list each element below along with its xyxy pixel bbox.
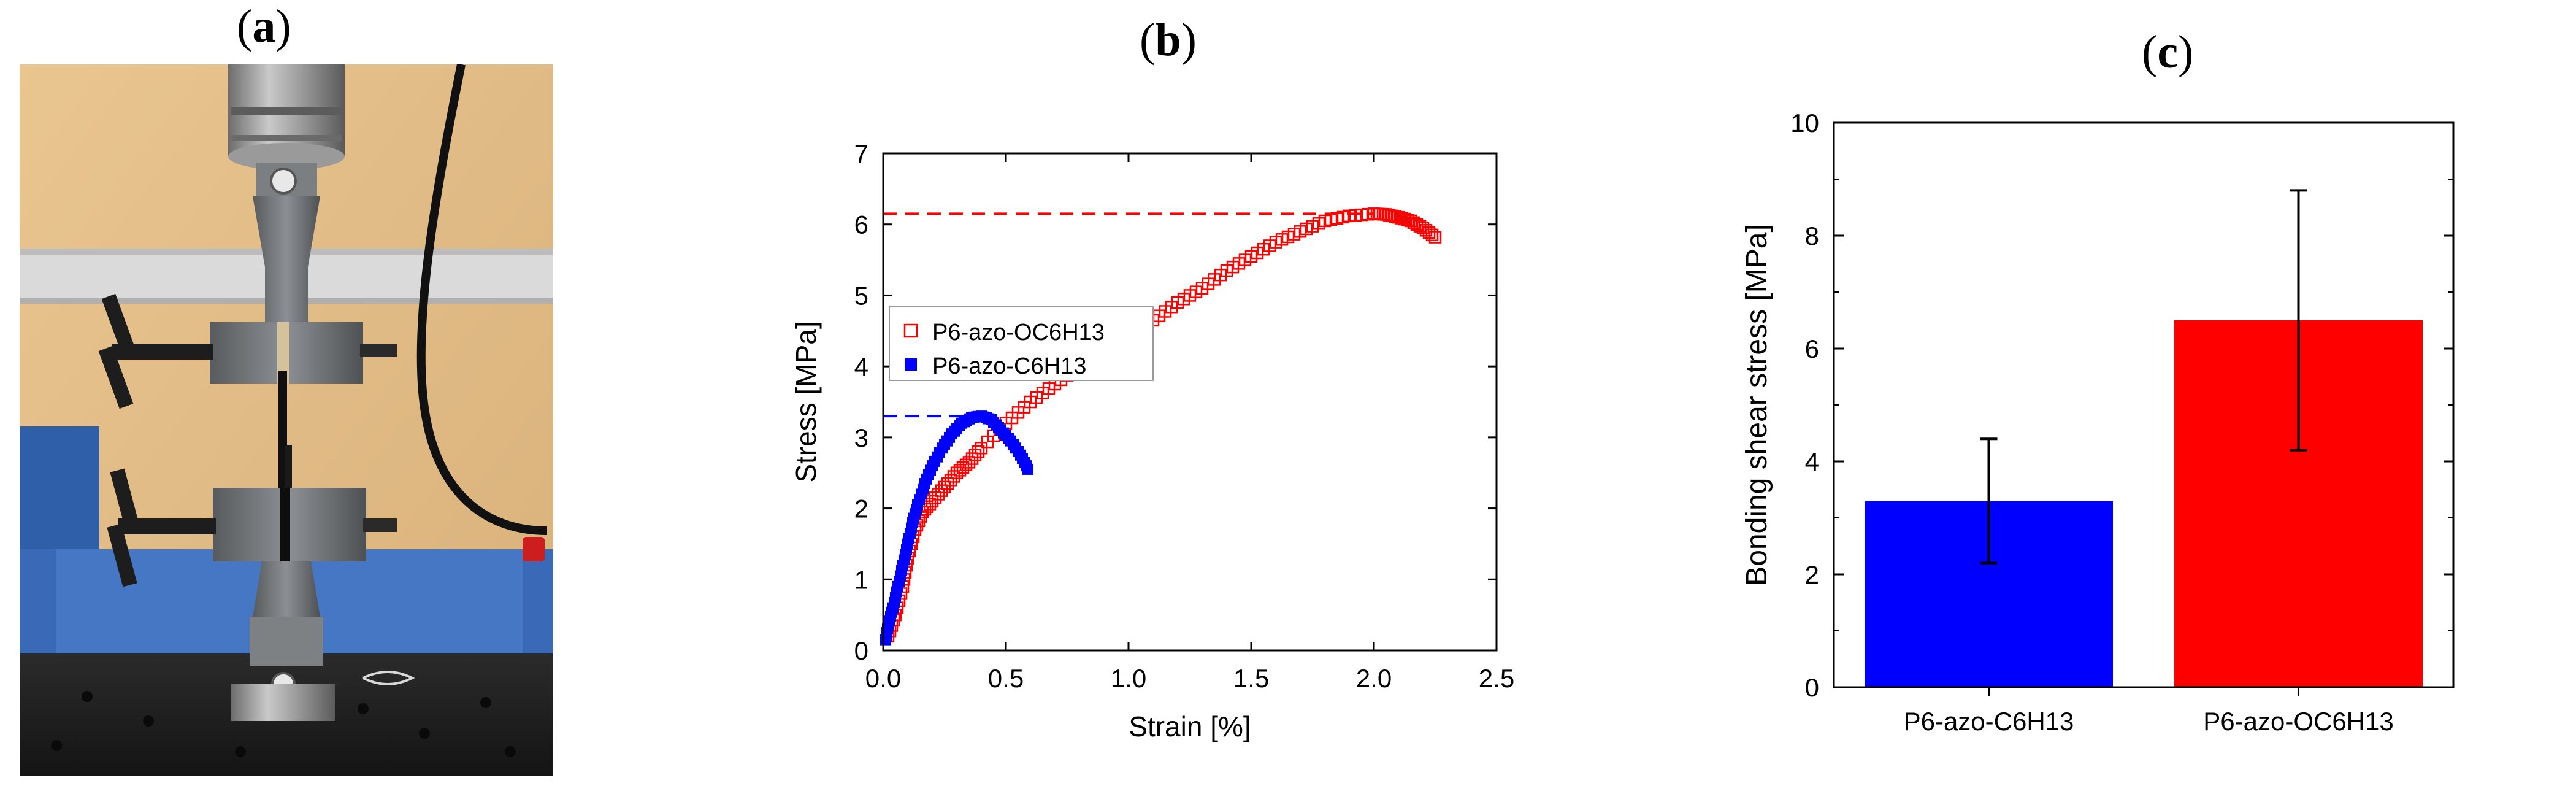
plot-frame — [882, 152, 1498, 652]
y-tick-label: 2 — [854, 495, 868, 523]
panel-label-b: (b) — [1140, 14, 1197, 66]
x-tick-label: 1.0 — [1111, 664, 1146, 693]
x-tick-label: 0.5 — [988, 664, 1024, 693]
stress-strain-chart: 0.0 0.5 1.0 1.5 2.0 2.5 0 1 2 3 4 5 6 7 P6-azo-OC6H13 P… — [790, 139, 1514, 742]
y-tick-label: 4 — [1805, 447, 1819, 476]
y-tick-label: 3 — [854, 423, 868, 452]
legend-marker — [903, 323, 918, 338]
data-point — [1022, 463, 1033, 475]
x-tick-label: 0.0 — [865, 664, 901, 693]
data-point — [1425, 228, 1439, 242]
y-tick-label: 0 — [1805, 673, 1819, 702]
x-tick-label: 2.5 — [1479, 664, 1514, 693]
tensile-test-machine-photo — [20, 64, 553, 776]
legend-label: P6-azo-C6H13 — [932, 353, 1086, 379]
bonding-shear-stress-chart: P6-azo-C6H13 P6-azo-OC6H13 0 2 4 6 8 10 Bonding … — [1741, 109, 2455, 736]
x-tick-label: P6-azo-OC6H13 — [2203, 707, 2393, 736]
legend-box — [889, 306, 1154, 381]
y-tick-label: 8 — [1805, 222, 1819, 250]
y-tick-label: 4 — [854, 352, 868, 381]
y-tick-label: 6 — [1805, 334, 1819, 363]
panel-label-c: (c) — [2142, 26, 2194, 78]
x-tick-label: 2.0 — [1356, 664, 1392, 693]
photo-black-cable — [416, 64, 548, 535]
data-point — [1428, 231, 1442, 244]
series-P6-azo-OC6H13 — [881, 207, 1442, 643]
y-tick-label: 6 — [854, 210, 868, 239]
panel-label-a: (a) — [237, 1, 291, 52]
x-tick-label: 1.5 — [1233, 664, 1269, 693]
y-tick-label: 7 — [854, 139, 868, 168]
data-point — [972, 445, 985, 458]
plot-frame — [1833, 121, 2455, 688]
y-tick-label: 10 — [1790, 109, 1819, 137]
y-tick-label: 2 — [1805, 560, 1819, 589]
y-tick-label: 0 — [854, 636, 868, 665]
y-axis-label: Bonding shear stress [MPa] — [1741, 224, 1773, 586]
y-axis-label: Stress [MPa] — [790, 321, 822, 482]
legend-label: P6-azo-OC6H13 — [932, 320, 1105, 345]
y-tick-label: 5 — [854, 281, 868, 310]
x-axis-label: Strain [%] — [1129, 711, 1251, 742]
legend-marker — [905, 358, 917, 371]
y-tick-label: 1 — [854, 565, 868, 594]
x-tick-label: P6-azo-C6H13 — [1904, 707, 2074, 736]
